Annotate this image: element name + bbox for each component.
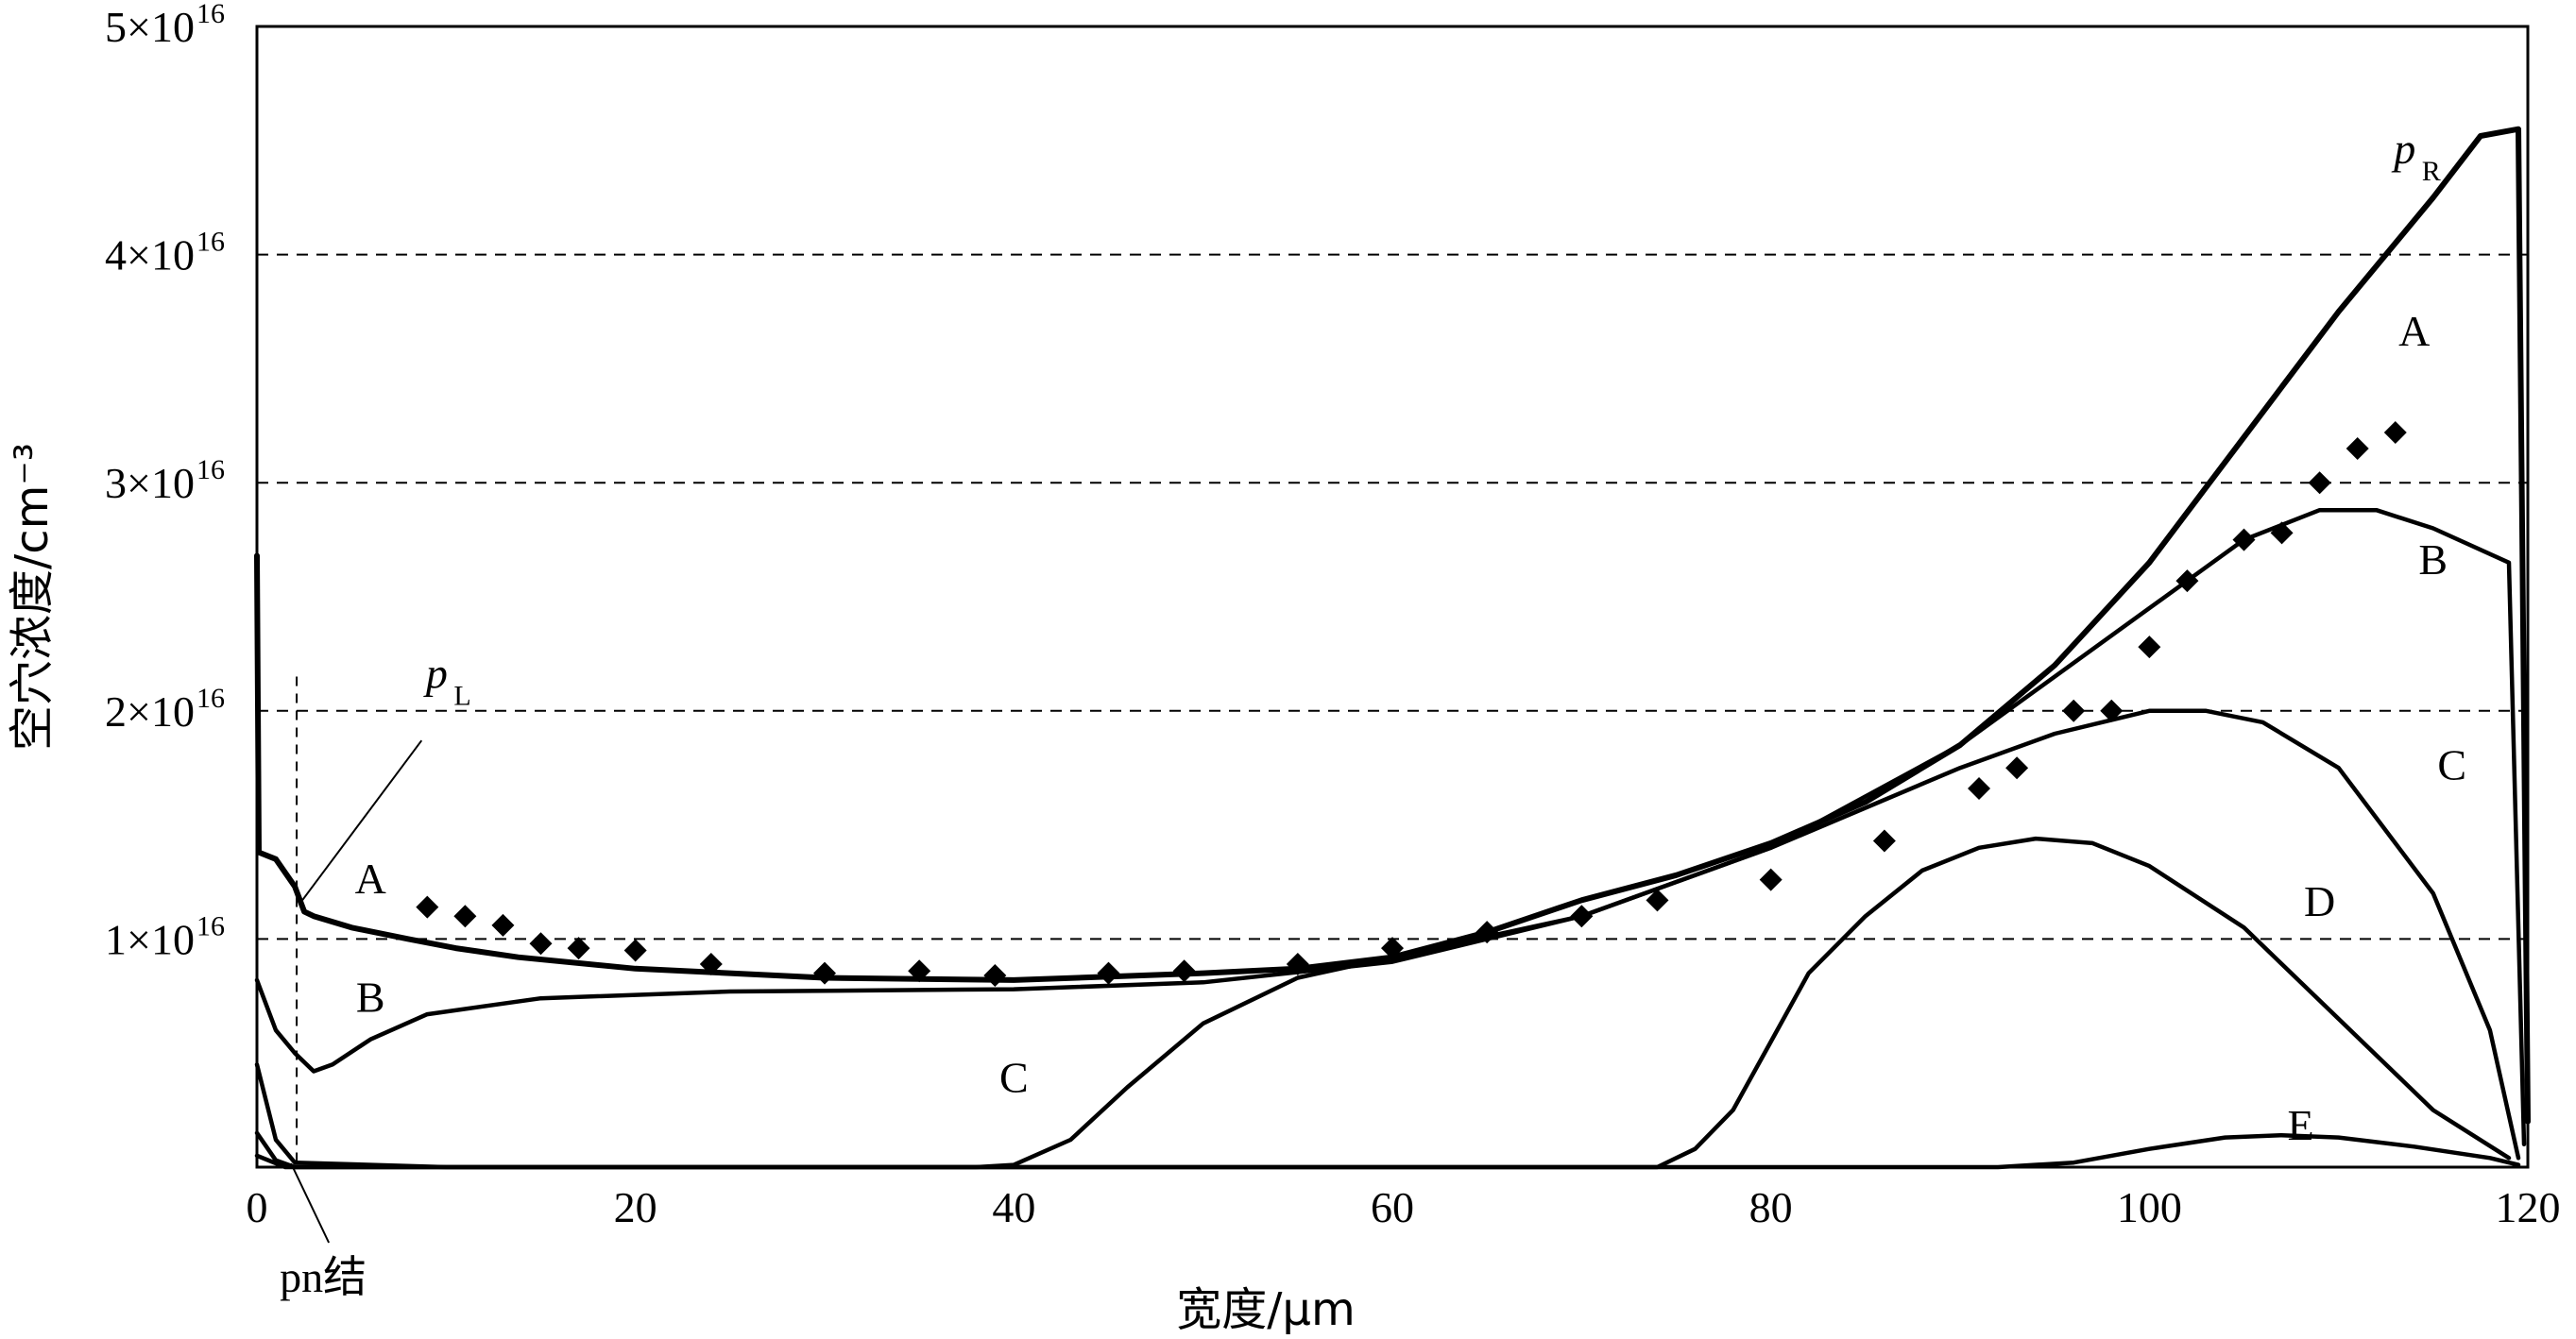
curve-label-C-right: C [2437,740,2466,788]
annotation-subscript: R [2422,156,2441,187]
x-tick-label: 120 [2496,1183,2561,1231]
pn-junction-label: pn结 [280,1253,367,1301]
diamond-marker [1172,959,1196,983]
diamond-marker [623,939,647,962]
y-tick-mantissa: 2×10 [105,687,195,736]
y-tick-exponent: 16 [196,683,225,714]
diamond-marker [1286,952,1309,975]
pL-leader [301,739,423,901]
curve-D [254,836,2512,1170]
curve-label-E: E [2288,1101,2314,1149]
annotation-symbol: p [2391,125,2415,173]
diamond-marker [2232,528,2256,551]
curve-label-B-right: B [2418,535,2448,584]
diamond-marker [1968,776,1991,800]
curve-A [254,126,2531,1125]
curve-B [254,507,2527,1147]
x-tick-label: 20 [614,1183,657,1231]
diamond-marker [1646,889,1669,912]
y-tick-exponent: 16 [196,454,225,485]
grid-lines [257,253,2528,941]
curve-label-A-right: A [2398,307,2430,355]
diamond-marker [2346,436,2369,460]
annotation-symbol: p [423,650,448,698]
diamond-marker [1381,937,1404,960]
diamond-marker [529,932,553,956]
x-tick-label: 80 [1749,1183,1793,1231]
diamond-marker [699,952,723,975]
diamond-marker [567,937,590,960]
y-tick-exponent: 16 [196,910,225,941]
y-tick-label: 2×10 16 [105,683,225,736]
diamond-marker [2308,471,2331,495]
diamond-marker [2005,756,2029,780]
diamond-marker [1570,905,1594,928]
diamond-marker [2138,636,2161,659]
diamond-marker [908,959,931,983]
series-layer [254,126,2531,1170]
x-tick-label: 0 [247,1183,268,1231]
y-tick-label: 5×10 16 [105,0,225,51]
diamond-marker [2062,699,2086,722]
curve-label-D: D [2304,877,2335,925]
x-tick-label: 100 [2117,1183,2182,1231]
curve-label-C: C [999,1053,1029,1101]
diamond-marker [2175,569,2199,593]
diamond-marker [1759,868,1783,891]
x-tick-label: 60 [1371,1183,1414,1231]
x-axis-title: 宽度/μm [1176,1283,1355,1336]
curve-label-A: A [355,855,386,903]
diamond-marker [983,964,1007,988]
diamond-marker [416,895,439,919]
diamond-marker [491,913,515,937]
y-tick-label: 1×10 16 [105,910,225,963]
y-tick-mantissa: 5×10 [105,3,195,51]
y-tick-exponent: 16 [196,227,225,258]
y-axis-title: 空穴浓度/cm⁻³ [6,443,59,751]
x-tick-label: 40 [992,1183,1035,1231]
curve-label-B: B [356,974,385,1022]
annotation-subscript: L [453,681,470,712]
y-tick-label: 3×10 16 [105,454,225,507]
y-tick-mantissa: 3×10 [105,459,195,507]
diamond-marker [1097,961,1120,985]
y-tick-label: 4×10 16 [105,227,225,280]
diamond-marker [2270,521,2294,545]
diamond-marker-layer [416,421,2407,988]
diamond-marker [453,905,477,928]
y-tick-mantissa: 4×10 [105,231,195,280]
diamond-marker [2383,421,2407,445]
curve-E [254,1132,2521,1170]
diamond-marker [1476,921,1499,944]
pn-junction-leader [290,1162,331,1244]
diamond-marker [813,961,836,985]
diamond-marker [1872,829,1896,853]
y-tick-exponent: 16 [196,0,225,29]
diamond-marker [2100,699,2124,722]
y-tick-mantissa: 1×10 [105,915,195,963]
